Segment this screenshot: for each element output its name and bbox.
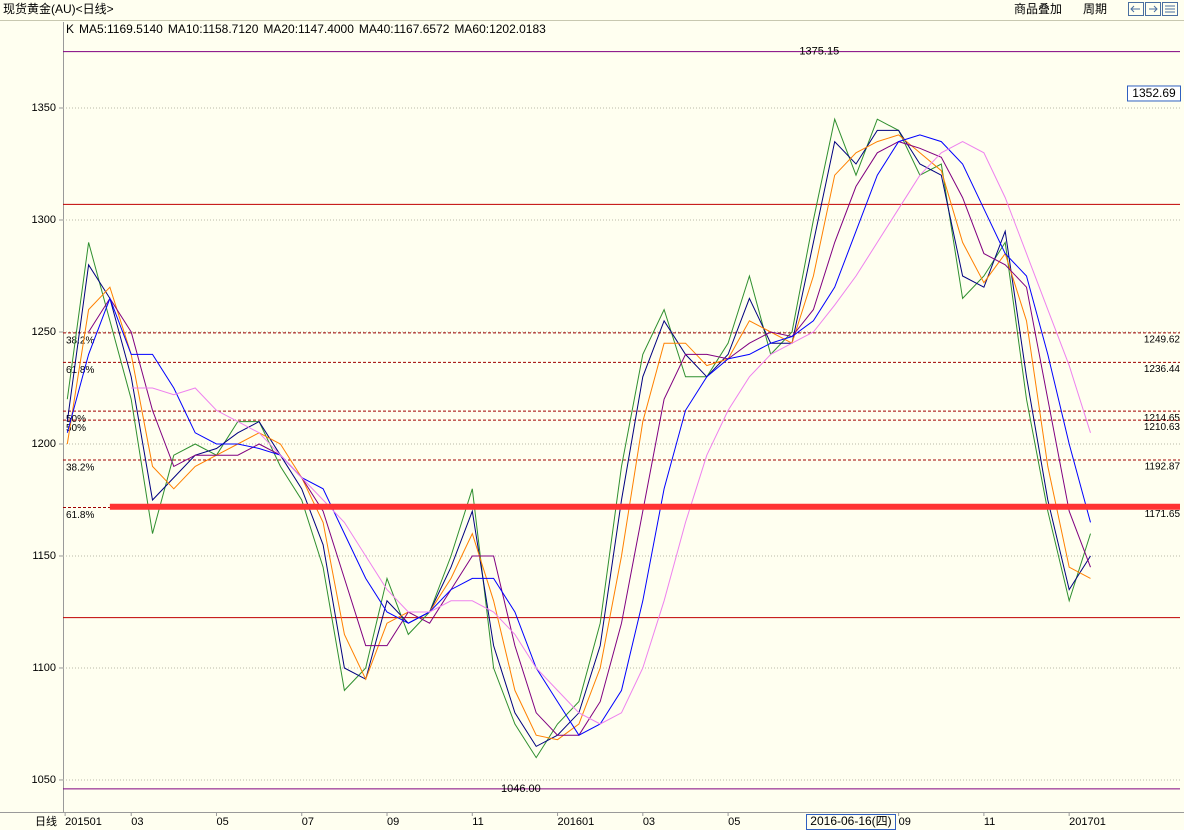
legend-entry: MA20:1147.4000 bbox=[263, 22, 354, 36]
period-label: 日线 bbox=[35, 814, 57, 828]
level-value: 1249.62 bbox=[1144, 334, 1181, 345]
level-ratio: 38.2% bbox=[66, 463, 94, 474]
x-tick-label: 05 bbox=[728, 816, 740, 828]
price-box bbox=[1127, 85, 1181, 102]
legend-entry: K bbox=[66, 22, 74, 36]
legend-entry: MA10:1158.7120 bbox=[168, 22, 259, 36]
period-button[interactable]: 周期 bbox=[1083, 2, 1107, 16]
level-value: 1171.65 bbox=[1145, 509, 1181, 520]
y-tick-label: 1100 bbox=[32, 662, 56, 674]
level-value: 1192.87 bbox=[1145, 462, 1181, 473]
level-ratio: 61.8% bbox=[66, 510, 94, 521]
legend-entry: MA5:1169.5140 bbox=[79, 22, 163, 36]
x-tick-label: 201701 bbox=[1069, 816, 1106, 828]
x-tick-label: 201601 bbox=[558, 816, 595, 828]
level-ratio: 50% bbox=[66, 423, 86, 434]
level-value: 1214.65 bbox=[1144, 413, 1181, 424]
x-tick-label: 11 bbox=[472, 816, 483, 828]
y-tick-label: 1350 bbox=[32, 102, 56, 114]
extreme-label: 1046.00 bbox=[501, 783, 541, 795]
x-tick-label: 03 bbox=[643, 816, 655, 828]
x-tick-label: 09 bbox=[387, 816, 399, 828]
nav-buttons[interactable] bbox=[1128, 2, 1178, 16]
level-value: 1236.44 bbox=[1144, 364, 1181, 375]
x-tick-label: 09 bbox=[899, 816, 911, 828]
legend-entry: MA60:1202.0183 bbox=[454, 22, 546, 36]
last-price: 1352.69 bbox=[1132, 86, 1176, 100]
y-tick-label: 1150 bbox=[32, 550, 56, 562]
crosshair-label: 2016-06-16(四) bbox=[810, 814, 891, 828]
x-tick-label: 07 bbox=[302, 816, 314, 828]
chart-title: 现货黄金(AU)<日线> bbox=[3, 1, 114, 16]
level-ratio: 50% bbox=[66, 414, 86, 425]
x-tick-label: 03 bbox=[131, 816, 143, 828]
y-tick-label: 1250 bbox=[32, 326, 56, 338]
level-ratio: 38.2% bbox=[66, 335, 94, 346]
y-tick-label: 1200 bbox=[32, 438, 56, 450]
x-tick-label: 11 bbox=[984, 816, 995, 828]
y-tick-label: 1050 bbox=[32, 774, 56, 786]
level-value: 1210.63 bbox=[1144, 422, 1181, 433]
level-ratio: 61.8% bbox=[66, 365, 94, 376]
x-tick-label: 05 bbox=[216, 816, 228, 828]
overlay-button[interactable]: 商品叠加 bbox=[1014, 1, 1062, 16]
x-tick-label: 201501 bbox=[65, 816, 102, 828]
legend-entry: MA40:1167.6572 bbox=[359, 22, 450, 36]
y-tick-label: 1300 bbox=[32, 214, 56, 226]
extreme-label: 1375.15 bbox=[799, 46, 839, 58]
ma-line bbox=[66, 134, 1091, 736]
ma-line bbox=[131, 141, 1091, 725]
